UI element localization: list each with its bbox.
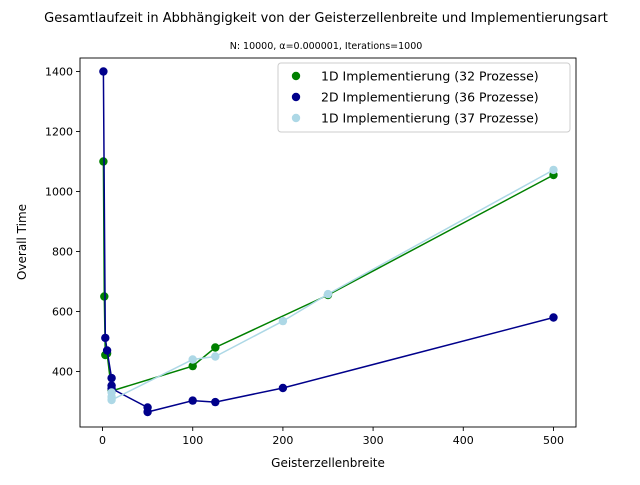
- data-point: [188, 361, 197, 371]
- plot-area: 0 100 200 300 400 500 400 600 800 1000 1200 1400: [45, 57, 577, 447]
- data-point: [549, 165, 558, 175]
- data-point: [278, 383, 288, 393]
- y-tick-label: 1200: [45, 126, 73, 139]
- legend-box: [277, 62, 571, 133]
- data-point: [549, 313, 558, 322]
- x-tick-label: 500: [543, 434, 564, 447]
- data-point: [211, 397, 220, 407]
- data-point: [211, 343, 220, 352]
- data-point: [107, 395, 116, 405]
- data-point: [323, 289, 333, 299]
- data-point: [99, 67, 108, 76]
- x-tick-label: 200: [272, 434, 293, 447]
- legend-entry: 1D Implementierung (32 Prozesse): [321, 69, 539, 84]
- x-tick-label: 300: [363, 434, 384, 447]
- data-point: [188, 355, 197, 364]
- y-tick-label: 1000: [45, 186, 73, 199]
- legend-entry: 2D Implementierung (36 Prozesse): [321, 90, 539, 105]
- data-point: [101, 333, 110, 343]
- x-tick-label: 100: [182, 434, 203, 447]
- y-tick-label: 400: [52, 366, 73, 379]
- x-tick-label: 400: [453, 434, 474, 447]
- data-point: [278, 316, 288, 326]
- y-tick-label: 1400: [45, 66, 73, 79]
- x-tick-label: 0: [99, 434, 106, 447]
- legend-marker: [291, 113, 301, 123]
- data-point: [143, 407, 152, 417]
- data-point: [211, 352, 220, 361]
- chart-title: Gesamtlaufzeit in Abbhängigkeit von der …: [44, 11, 608, 26]
- y-tick-label: 800: [52, 246, 73, 259]
- x-axis-label: Geisterzellenbreite: [271, 456, 385, 470]
- y-axis-label: Overall Time: [15, 204, 29, 280]
- y-tick-label: 600: [52, 306, 73, 319]
- data-point: [107, 373, 116, 383]
- data-point: [102, 346, 112, 355]
- legend-marker: [291, 71, 301, 81]
- axes-frame: [79, 57, 577, 428]
- data-point: [188, 396, 197, 405]
- legend-marker: [291, 92, 301, 102]
- legend: 1D Implementierung (32 Prozesse) 2D Imple…: [277, 62, 571, 133]
- chart-subtitle: N: 10000, α=0.000001, Iterations=1000: [230, 41, 423, 52]
- legend-entry: 1D Implementierung (37 Prozesse): [321, 111, 539, 126]
